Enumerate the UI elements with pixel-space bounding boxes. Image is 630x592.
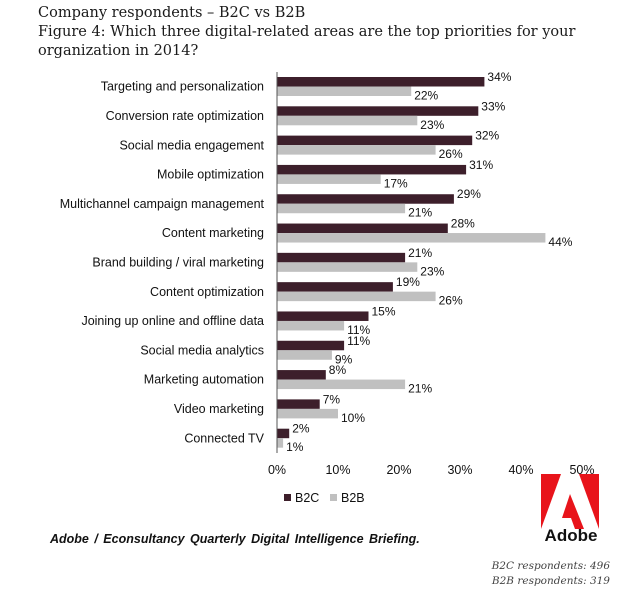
bar-b2c — [277, 106, 479, 116]
bar-b2c — [277, 282, 393, 292]
adobe-logo-word: Adobe — [544, 526, 598, 545]
data-label-b2b: 21% — [408, 206, 432, 220]
b2b-respondents: B2B respondents: 319 — [491, 575, 610, 587]
bar-b2c — [277, 252, 406, 263]
data-label-b2c: 15% — [372, 304, 396, 318]
data-label-b2c: 19% — [396, 275, 420, 289]
x-tick-label: 10% — [325, 463, 350, 477]
bar-b2c — [277, 399, 320, 409]
category-label: Content marketing — [162, 226, 264, 240]
x-tick-label: 50% — [569, 463, 594, 477]
data-label-b2b: 44% — [548, 235, 572, 249]
data-label-b2b: 9% — [335, 352, 353, 366]
data-label-b2b: 1% — [286, 440, 304, 454]
bar-b2c — [277, 311, 369, 321]
data-label-b2c: 33% — [481, 99, 505, 113]
data-label-b2c: 7% — [323, 392, 341, 406]
category-label: Brand building / viral marketing — [92, 256, 264, 270]
bar-b2c — [277, 194, 454, 204]
category-label: Conversion rate optimization — [106, 109, 264, 123]
data-label-b2b: 11% — [347, 323, 370, 337]
x-tick-label: 30% — [447, 463, 472, 477]
data-label-b2c: 11% — [347, 334, 370, 348]
data-label-b2b: 26% — [439, 294, 463, 308]
category-label: Marketing automation — [144, 373, 264, 387]
category-label: Video marketing — [174, 402, 264, 416]
bar-b2c — [277, 223, 448, 234]
data-label-b2c: 28% — [451, 217, 475, 231]
data-label-b2b: 10% — [341, 411, 365, 425]
bar-b2b — [277, 203, 406, 214]
bar-b2b — [277, 379, 406, 390]
bar-b2b — [277, 291, 436, 302]
legend-label-b2b: B2B — [341, 491, 365, 505]
bar-b2b — [277, 233, 546, 243]
data-label-b2c: 34% — [487, 70, 511, 84]
bar-b2b — [277, 320, 345, 331]
bar-b2c — [277, 77, 485, 87]
bar-b2c — [277, 340, 345, 351]
title-line-1: Company respondents – B2C vs B2B — [38, 5, 306, 21]
data-label-b2c: 32% — [475, 129, 499, 143]
data-label-b2b: 26% — [439, 147, 463, 161]
bar-b2c — [277, 370, 326, 380]
source-note: Adobe / Econsultancy Quarterly Digital I… — [50, 532, 420, 546]
category-label: Mobile optimization — [157, 168, 264, 182]
data-label-b2c: 29% — [457, 187, 481, 201]
bar-b2b — [277, 408, 338, 419]
data-label-b2b: 22% — [414, 89, 438, 103]
bar-b2c — [277, 135, 473, 146]
bar-b2b — [277, 115, 418, 126]
legend-label-b2c: B2C — [295, 491, 319, 505]
legend-swatch-b2c — [284, 494, 291, 501]
bar-b2b — [277, 262, 418, 272]
bar-b2c — [277, 428, 290, 439]
chart-title: Company respondents – B2C vs B2B Figure … — [38, 4, 618, 61]
legend-swatch-b2b — [330, 494, 337, 501]
category-label: Targeting and personalization — [101, 80, 264, 94]
data-label-b2b: 17% — [384, 176, 408, 190]
data-label-b2c: 8% — [329, 363, 347, 377]
x-tick-label: 40% — [508, 463, 533, 477]
bar-b2b — [277, 174, 381, 184]
category-label: Multichannel campaign management — [60, 197, 265, 211]
bar-b2c — [277, 164, 467, 175]
x-tick-label: 0% — [268, 463, 286, 477]
data-label-b2c: 31% — [469, 158, 493, 172]
bar-b2b — [277, 86, 412, 96]
category-label: Connected TV — [184, 431, 264, 445]
bar-b2b — [277, 145, 436, 155]
data-label-b2b: 23% — [420, 118, 444, 132]
data-label-b2b: 23% — [420, 264, 444, 278]
bar-b2b — [277, 350, 332, 360]
bar-b2b — [277, 438, 284, 448]
data-label-b2c: 2% — [292, 422, 310, 436]
x-tick-label: 20% — [386, 463, 411, 477]
data-label-b2b: 21% — [408, 382, 432, 396]
category-label: Social media analytics — [140, 343, 264, 357]
category-label: Social media engagement — [119, 138, 264, 152]
category-label: Content optimization — [150, 285, 264, 299]
b2c-respondents: B2C respondents: 496 — [491, 560, 610, 572]
title-line-2: Figure 4: Which three digital-related ar… — [38, 24, 576, 59]
category-label: Joining up online and offline data — [81, 314, 264, 328]
data-label-b2c: 21% — [408, 246, 432, 260]
adobe-logo-icon — [541, 474, 599, 529]
